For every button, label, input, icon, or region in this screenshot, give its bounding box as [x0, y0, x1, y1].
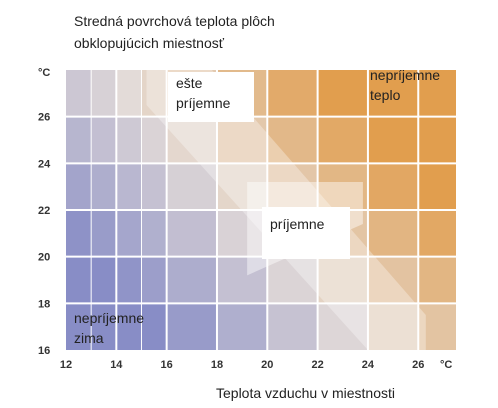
x-axis-label: Teplota vzduchu v miestnosti	[216, 385, 395, 401]
zone-label: nepríjemne	[370, 67, 440, 83]
heatmap-cell	[66, 116, 92, 164]
zone-label: príjemne	[176, 95, 231, 111]
heatmap-cell	[267, 70, 318, 117]
zone-label: ešte	[176, 75, 203, 91]
y-tick-label: 24	[38, 158, 51, 170]
heatmap-cell	[141, 163, 167, 210]
heatmap-cell	[116, 303, 142, 350]
zone-label-box	[168, 72, 254, 122]
heatmap-cell	[216, 163, 268, 210]
heatmap-cell	[418, 70, 456, 117]
heatmap-cell	[66, 70, 92, 117]
heatmap-cell	[418, 210, 456, 257]
heatmap-cell	[91, 70, 117, 117]
x-tick-label: 24	[362, 359, 375, 371]
heatmap-cell	[418, 256, 456, 304]
heatmap-cell	[418, 163, 456, 210]
x-tick-label: 16	[161, 359, 173, 371]
heatmap-cell	[216, 210, 268, 257]
heatmap-cell	[317, 116, 368, 164]
heatmap-cell	[66, 303, 92, 350]
x-tick-label: 18	[211, 359, 223, 371]
x-tick-label: 26	[412, 359, 424, 371]
heatmap-cell	[367, 163, 419, 210]
y-tick-label: 16	[38, 345, 50, 357]
heatmap-cell	[216, 256, 268, 304]
x-tick-label: 12	[60, 359, 72, 371]
heatmap-cell	[91, 210, 117, 257]
heatmap-cell	[418, 303, 456, 350]
heatmap-cell	[141, 303, 167, 350]
heatmap-cell	[91, 116, 117, 164]
heatmap-cell	[116, 210, 142, 257]
y-tick-label: 26	[38, 112, 50, 124]
heatmap-cell	[267, 116, 318, 164]
heatmap-cell	[166, 210, 217, 257]
heatmap-cell	[367, 70, 419, 117]
heatmap-cell	[317, 70, 368, 117]
x-tick-label: 14	[110, 359, 123, 371]
heatmap-cell	[166, 116, 217, 164]
zone-labels: nepríjemne zima ešte príjemne príjemne nepríj…	[74, 67, 440, 346]
x-axis-unit: °C	[440, 359, 452, 371]
zone-label: príjemne	[270, 216, 325, 232]
x-tick-label: 20	[261, 359, 273, 371]
heatmap-cell	[141, 256, 167, 304]
chart-title-line-1: Stredná povrchová teplota plôch	[74, 13, 275, 29]
zone-label: zima	[74, 330, 104, 346]
x-axis: 12 14 16 18 20 22 24 26 °C	[60, 359, 453, 371]
heatmap-cell	[317, 163, 368, 210]
heatmap-cell	[116, 163, 142, 210]
heatmap-cell	[141, 70, 167, 117]
zone-label-box	[262, 207, 350, 259]
heatmap-cell	[367, 116, 419, 164]
heatmap-cell	[91, 303, 117, 350]
y-axis-unit: °C	[38, 67, 50, 79]
heatmap-cell	[91, 163, 117, 210]
zone-label: nepríjemne	[74, 310, 144, 326]
heatmap-cell	[91, 256, 117, 304]
heatmap-cell	[216, 303, 268, 350]
heatmap-cell	[317, 256, 368, 304]
heatmap-cell	[267, 256, 318, 304]
heatmap-cell	[317, 303, 368, 350]
heatmap-cell	[166, 303, 217, 350]
heatmap-cell	[367, 256, 419, 304]
heatmap-cell	[267, 163, 318, 210]
heatmap-cell	[267, 303, 318, 350]
heatmap-cell	[141, 116, 167, 164]
heatmap-cell	[216, 116, 268, 164]
y-tick-label: 20	[38, 252, 50, 264]
chart-title-line-2: obklopujúcich miestnosť	[74, 35, 225, 51]
heatmap-cell	[166, 256, 217, 304]
heatmap-cell	[116, 70, 142, 117]
heatmap-cell	[418, 116, 456, 164]
y-tick-label: 18	[38, 298, 50, 310]
heatmap-cell	[367, 210, 419, 257]
heatmap-cell	[116, 116, 142, 164]
heatmap-cell	[367, 303, 419, 350]
y-tick-label: 22	[38, 205, 50, 217]
heatmap-cell	[116, 256, 142, 304]
zone-label: teplo	[370, 87, 401, 103]
heatmap-cell	[66, 163, 92, 210]
y-axis: °C 16 18 20 22 24 26	[38, 67, 51, 357]
heatmap-cell	[66, 210, 92, 257]
heatmap-cell	[141, 210, 167, 257]
x-axis-label-group: Teplota vzduchu v miestnosti	[216, 385, 395, 401]
x-tick-label: 22	[311, 359, 323, 371]
heatmap-cell	[66, 256, 92, 304]
chart-title: Stredná povrchová teplota plôch obklopujú…	[74, 13, 275, 51]
heatmap-cell	[166, 163, 217, 210]
